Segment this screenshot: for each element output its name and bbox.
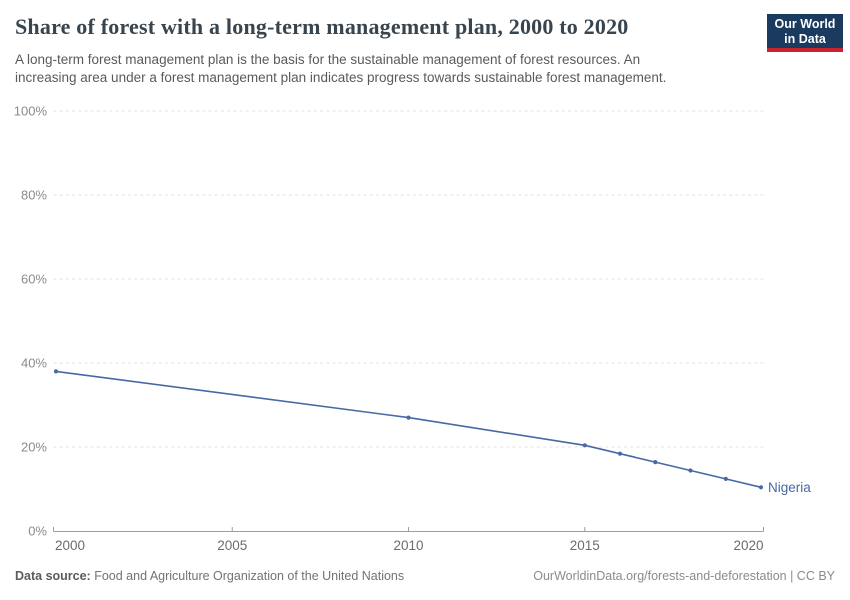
data-point[interactable] bbox=[653, 460, 658, 465]
data-source-value: Food and Agriculture Organization of the… bbox=[94, 569, 405, 583]
chart-footer: Data source: Food and Agriculture Organi… bbox=[15, 569, 835, 583]
y-tick-label: 40% bbox=[21, 356, 47, 371]
owid-logo-line2: in Data bbox=[784, 31, 826, 46]
chart-subtitle-line1: A long-term forest management plan is th… bbox=[15, 52, 641, 67]
data-point[interactable] bbox=[582, 443, 587, 448]
data-source-label: Data source: bbox=[15, 569, 91, 583]
data-point[interactable] bbox=[406, 415, 411, 420]
y-tick-label: 100% bbox=[14, 104, 48, 119]
chart-title: Share of forest with a long-term managem… bbox=[15, 14, 629, 39]
data-point[interactable] bbox=[758, 485, 764, 490]
x-tick-label: 2000 bbox=[55, 538, 85, 553]
chart-subtitle-line2: increasing area under a forest managemen… bbox=[15, 69, 667, 85]
data-point[interactable] bbox=[723, 476, 728, 481]
data-point[interactable] bbox=[617, 451, 623, 456]
owid-logo[interactable]: Our World in Data bbox=[767, 14, 843, 52]
x-tick-label: 2020 bbox=[733, 538, 763, 553]
x-tick-label: 2010 bbox=[393, 538, 423, 553]
y-tick-label: 60% bbox=[21, 272, 47, 287]
owid-logo-box: Our World in Data bbox=[767, 14, 843, 48]
trend-line[interactable] bbox=[55, 370, 762, 489]
data-point[interactable] bbox=[53, 369, 59, 374]
x-tick-label: 2005 bbox=[217, 538, 247, 553]
owid-logo-line1: Our World bbox=[774, 17, 836, 31]
series-label[interactable]: Nigeria bbox=[768, 480, 811, 495]
x-tick-label: 2015 bbox=[570, 538, 600, 553]
license-link[interactable]: OurWorldinData.org/forests-and-deforesta… bbox=[533, 569, 835, 583]
y-tick-label: 0% bbox=[28, 524, 47, 539]
owid-logo-accent-bar bbox=[767, 48, 843, 52]
y-tick-label: 80% bbox=[21, 188, 47, 203]
data-source: Data source: Food and Agriculture Organi… bbox=[15, 569, 404, 583]
data-point[interactable] bbox=[688, 468, 693, 473]
y-tick-label: 20% bbox=[21, 440, 47, 455]
chart-subtitle: A long-term forest management plan is th… bbox=[15, 51, 775, 86]
